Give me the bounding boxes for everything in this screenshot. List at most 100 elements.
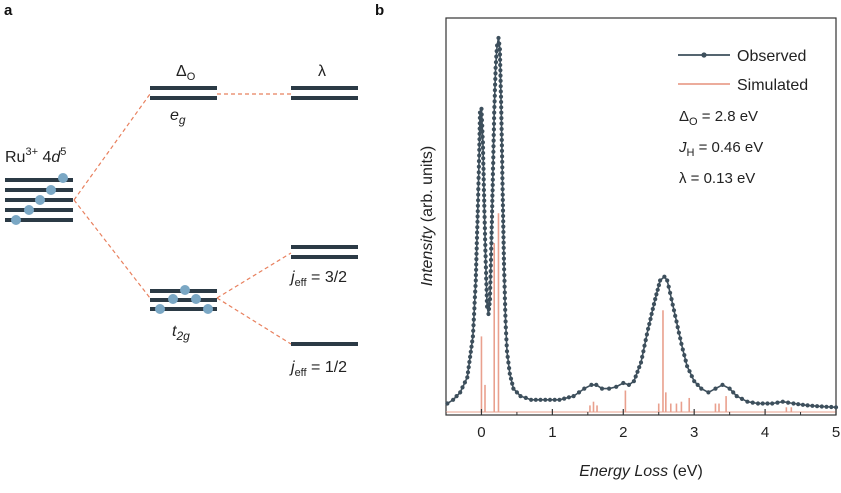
observed-marker xyxy=(474,235,480,240)
lambda-eg-level-1 xyxy=(291,86,358,90)
observed-marker xyxy=(489,246,494,251)
observed-marker xyxy=(486,306,492,312)
electron xyxy=(180,285,190,295)
observed-marker xyxy=(499,116,504,121)
observed-marker xyxy=(755,401,761,406)
observed-marker xyxy=(465,370,471,375)
observed-marker xyxy=(500,154,505,159)
observed-marker xyxy=(476,192,481,197)
observed-marker xyxy=(475,203,480,208)
observed-marker xyxy=(501,224,506,229)
observed-marker xyxy=(500,208,506,213)
observed-marker xyxy=(476,159,482,164)
observed-marker xyxy=(454,394,459,399)
observed-marker xyxy=(642,343,647,348)
observed-marker xyxy=(458,390,463,395)
observed-marker xyxy=(483,259,488,264)
observed-marker xyxy=(482,209,487,214)
observed-marker xyxy=(480,123,485,128)
observed-marker xyxy=(476,175,481,180)
d-levels xyxy=(5,173,73,225)
observed-marker xyxy=(491,127,496,132)
observed-marker xyxy=(637,365,642,370)
observed-marker xyxy=(494,49,499,54)
observed-marker xyxy=(491,132,496,138)
electron xyxy=(46,185,56,195)
observed-marker xyxy=(671,308,677,313)
observed-marker xyxy=(498,62,503,68)
observed-marker xyxy=(674,319,679,324)
observed-marker xyxy=(547,397,553,402)
observed-marker xyxy=(489,230,494,235)
observed-marker xyxy=(499,121,504,126)
eg-level-2 xyxy=(150,96,217,100)
observed-marker xyxy=(503,313,508,318)
d-level-2 xyxy=(5,188,73,192)
observed-marker xyxy=(501,229,506,235)
observed-marker xyxy=(490,204,495,209)
observed-marker xyxy=(647,321,652,327)
observed-marker xyxy=(481,172,486,177)
observed-marker xyxy=(499,148,505,153)
eg-label: eg xyxy=(170,107,186,127)
observed-marker xyxy=(503,307,508,312)
observed-marker xyxy=(626,382,632,387)
observed-marker xyxy=(654,292,659,297)
observed-marker xyxy=(633,374,638,379)
electron xyxy=(35,195,45,205)
observed-marker xyxy=(502,290,507,295)
observed-marker xyxy=(451,397,456,402)
observed-marker xyxy=(571,394,576,399)
observed-marker xyxy=(502,273,507,278)
observed-marker xyxy=(490,172,495,177)
observed-marker xyxy=(480,134,485,139)
observed-marker xyxy=(483,248,488,253)
observed-marker xyxy=(496,35,501,41)
observed-marker xyxy=(483,265,488,270)
observed-marker xyxy=(582,386,587,391)
observed-marker xyxy=(501,240,506,245)
observed-marker xyxy=(465,375,470,380)
observed-marker xyxy=(765,401,770,406)
observed-marker xyxy=(500,187,505,192)
observed-marker xyxy=(477,126,482,131)
observed-marker xyxy=(477,147,482,152)
observed-marker xyxy=(514,390,520,395)
t2g-label: t2g xyxy=(172,323,190,343)
observed-marker xyxy=(641,349,646,354)
y-axis-title: Intensity (arb. units) xyxy=(419,146,436,287)
legend-simulated-label: Simulated xyxy=(737,77,808,94)
observed-marker xyxy=(492,104,497,110)
connector-d-eg xyxy=(73,93,151,201)
eg-level-1 xyxy=(150,86,217,90)
jeff-12-level xyxy=(291,342,358,346)
observed-marker xyxy=(479,106,484,111)
t2g-level-3 xyxy=(150,307,217,311)
lambda-eg-level-2 xyxy=(291,96,358,100)
observed-marker xyxy=(687,369,692,374)
jeff-32-label: jeff = 3/2 xyxy=(289,269,347,289)
observed-marker xyxy=(635,369,640,374)
x-tick-label: 4 xyxy=(761,424,769,441)
observed-marker xyxy=(487,302,492,307)
observed-marker xyxy=(493,65,498,70)
observed-marker xyxy=(658,278,663,283)
observed-marker xyxy=(474,257,479,262)
observed-marker xyxy=(493,60,499,65)
observed-marker xyxy=(507,366,512,371)
observed-marker xyxy=(501,235,506,240)
observed-marker xyxy=(731,390,736,395)
observed-marker xyxy=(644,332,650,337)
observed-marker xyxy=(476,164,481,169)
observed-marker xyxy=(499,105,504,110)
observed-marker xyxy=(482,198,487,203)
observed-marker xyxy=(679,341,684,346)
observed-marker xyxy=(501,256,506,261)
observed-marker xyxy=(491,160,496,166)
observed-marker xyxy=(499,132,504,137)
observed-marker xyxy=(490,188,495,193)
observed-marker xyxy=(504,331,509,336)
observed-marker xyxy=(490,182,495,188)
observed-marker xyxy=(492,93,497,98)
observed-marker xyxy=(502,284,507,289)
